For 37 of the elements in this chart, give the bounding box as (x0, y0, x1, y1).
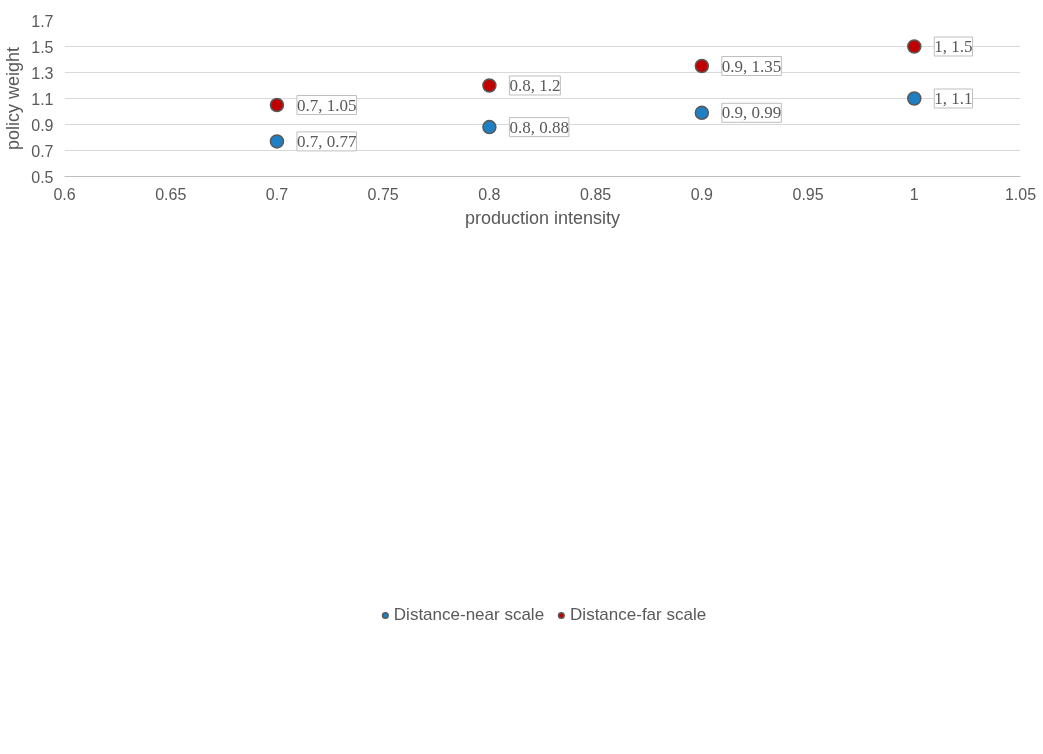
x-tick-label: 0.85 (580, 185, 612, 203)
y-tick-label: 1.1 (31, 90, 54, 108)
data-label: 1, 1.1 (934, 89, 973, 108)
y-tick-label: 0.9 (31, 116, 54, 134)
data-label: 0.7, 0.77 (296, 131, 357, 151)
data-label: 0.7, 1.05 (296, 95, 357, 115)
y-tick-label: 1.7 (31, 12, 54, 30)
x-axis-title: production intensity (464, 207, 621, 228)
x-tick-label: 1.05 (1004, 185, 1037, 203)
data-label: 0.9, 1.35 (721, 56, 782, 76)
y-tick-label: 0.7 (31, 142, 54, 160)
point (694, 105, 710, 121)
point (482, 78, 497, 93)
data-label: 0.8, 1.2 (509, 76, 561, 95)
legend-label: Distance-far scale (570, 605, 707, 625)
x-tick-label: 0.6 (53, 185, 76, 203)
y-axis-title: policy weight (3, 46, 24, 151)
data-label: 0.8, 0.88 (509, 117, 569, 137)
x-tick-label: 0.8 (478, 185, 501, 203)
point (482, 119, 497, 135)
y-tick-label: 1.3 (31, 64, 54, 82)
point (269, 134, 285, 149)
x-tick-label: 0.7 (265, 185, 289, 203)
data-label: 0.9, 0.99 (721, 103, 782, 123)
point (907, 91, 922, 106)
point (694, 58, 710, 74)
x-tick-label: 0.9 (690, 185, 714, 203)
x-tick-label: 1 (909, 185, 919, 203)
y-tick-label: 1.5 (31, 38, 54, 56)
x-tick-label: 0.95 (792, 185, 824, 203)
x-tick-label: 0.65 (155, 185, 187, 203)
point (269, 97, 285, 113)
data-label: 1, 1.5 (934, 37, 973, 56)
x-tick-label: 0.75 (367, 185, 399, 203)
y-tick-label: 0.5 (31, 168, 54, 186)
point (907, 39, 922, 54)
legend-label: Distance-near scale (393, 605, 545, 625)
